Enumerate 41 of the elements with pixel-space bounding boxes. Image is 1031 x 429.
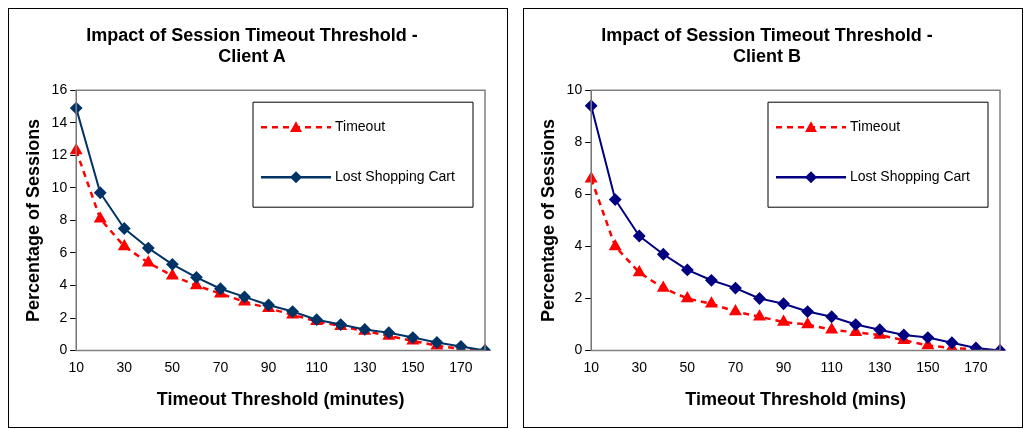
y-tick-label: 2: [59, 308, 68, 325]
y-tick-label: 8: [59, 211, 68, 228]
legend-label: Lost Shopping Cart: [335, 168, 455, 185]
legend-label: Lost Shopping Cart: [850, 168, 970, 185]
chart-title: Impact of Session Timeout Threshold - Client B: [601, 24, 933, 67]
legend-label: Timeout: [850, 118, 901, 135]
y-tick-label: 8: [574, 133, 583, 150]
x-tick-label: 170: [964, 358, 988, 375]
y-tick-label: 6: [59, 243, 68, 260]
y-tick-label: 12: [51, 146, 68, 163]
x-tick-label: 150: [916, 358, 940, 375]
x-tick-label: 90: [260, 358, 277, 375]
y-tick-label: 10: [566, 81, 583, 98]
x-tick-label: 90: [775, 358, 792, 375]
y-tick-label: 0: [59, 341, 68, 358]
y-axis-title: Percentage of Sessions: [537, 118, 558, 322]
y-tick-label: 6: [574, 185, 583, 202]
x-axis-title: Timeout Threshold (mins): [685, 389, 906, 410]
x-tick-label: 150: [401, 358, 425, 375]
x-tick-label: 70: [727, 358, 744, 375]
x-tick-label: 50: [164, 358, 181, 375]
legend-label: Timeout: [335, 118, 386, 135]
y-tick-label: 4: [574, 237, 583, 254]
y-tick-label: 14: [51, 113, 68, 130]
x-tick-label: 30: [631, 358, 648, 375]
y-tick-label: 10: [51, 178, 68, 195]
x-tick-label: 110: [820, 358, 844, 375]
y-axis-title: Percentage of Sessions: [22, 118, 43, 322]
y-tick-label: 4: [59, 276, 68, 293]
x-axis-title: Timeout Threshold (minutes): [156, 389, 405, 410]
x-tick-label: 130: [868, 358, 892, 375]
x-tick-label: 30: [116, 358, 133, 375]
x-tick-label: 110: [305, 358, 329, 375]
y-tick-label: 2: [574, 289, 583, 306]
x-tick-label: 70: [212, 358, 229, 375]
chart-title: Impact of Session Timeout Threshold - Client A: [86, 24, 418, 67]
x-tick-label: 170: [449, 358, 473, 375]
x-tick-label: 50: [679, 358, 696, 375]
y-tick-label: 0: [574, 341, 583, 358]
y-tick-label: 16: [51, 81, 68, 98]
x-tick-label: 130: [353, 358, 377, 375]
